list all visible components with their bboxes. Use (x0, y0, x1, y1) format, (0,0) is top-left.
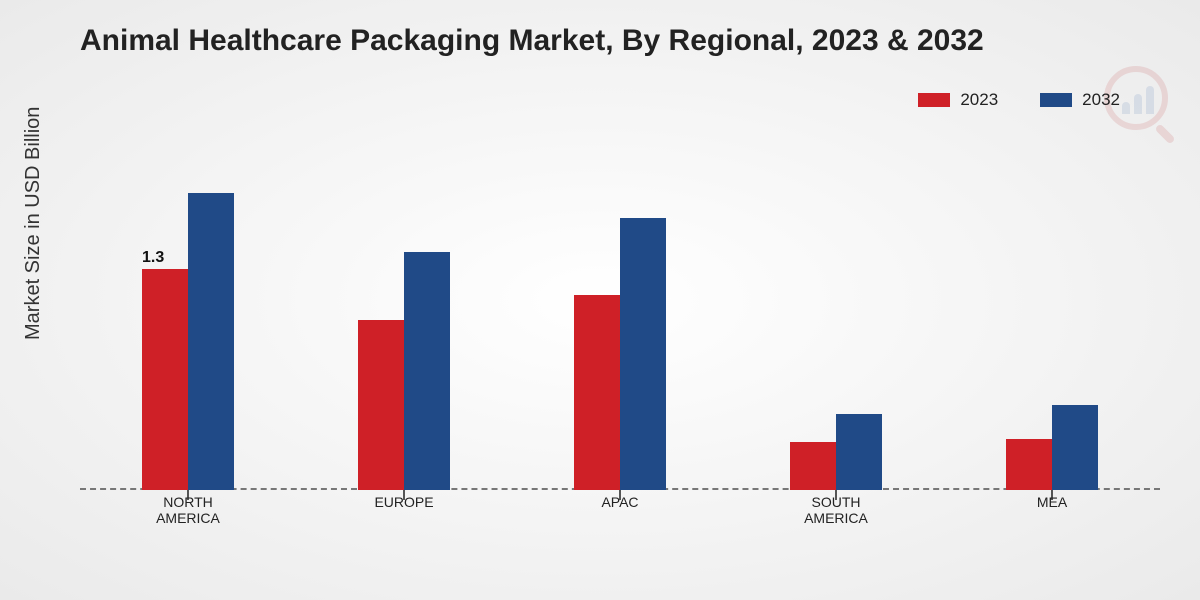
x-axis-category-label: NORTHAMERICA (133, 490, 243, 530)
bar (836, 414, 882, 491)
bar-group (358, 252, 450, 490)
x-axis-category-label: SOUTHAMERICA (781, 490, 891, 530)
bar (188, 193, 234, 491)
bar-group: 1.3 (142, 193, 234, 491)
y-axis-label: Market Size in USD Billion (22, 107, 45, 340)
bar (1052, 405, 1098, 490)
legend-swatch (1040, 93, 1072, 107)
bar-group (790, 414, 882, 491)
legend-item: 2023 (918, 90, 998, 110)
legend-label: 2023 (960, 90, 998, 110)
legend: 2023 2032 (918, 90, 1120, 110)
bar (142, 269, 188, 490)
bar-group (574, 218, 666, 490)
x-axis-category-label: EUROPE (349, 490, 459, 530)
plot-area: 1.3 NORTHAMERICA EUROPE APAC SOUTHAMERICA ME… (80, 150, 1160, 530)
watermark-bars (1122, 86, 1154, 114)
legend-label: 2032 (1082, 90, 1120, 110)
bar (574, 295, 620, 491)
bar-value-label: 1.3 (142, 249, 164, 267)
x-axis-labels: NORTHAMERICA EUROPE APAC SOUTHAMERICA MEA (80, 490, 1160, 530)
bar (404, 252, 450, 490)
bar (620, 218, 666, 490)
bars-area: 1.3 (80, 150, 1160, 490)
bar (790, 442, 836, 490)
chart-title: Animal Healthcare Packaging Market, By R… (80, 24, 984, 58)
x-axis-category-label: MEA (997, 490, 1107, 530)
bar (358, 320, 404, 490)
legend-swatch (918, 93, 950, 107)
bar (1006, 439, 1052, 490)
legend-item: 2032 (1040, 90, 1120, 110)
x-axis-category-label: APAC (565, 490, 675, 530)
bar-group (1006, 405, 1098, 490)
